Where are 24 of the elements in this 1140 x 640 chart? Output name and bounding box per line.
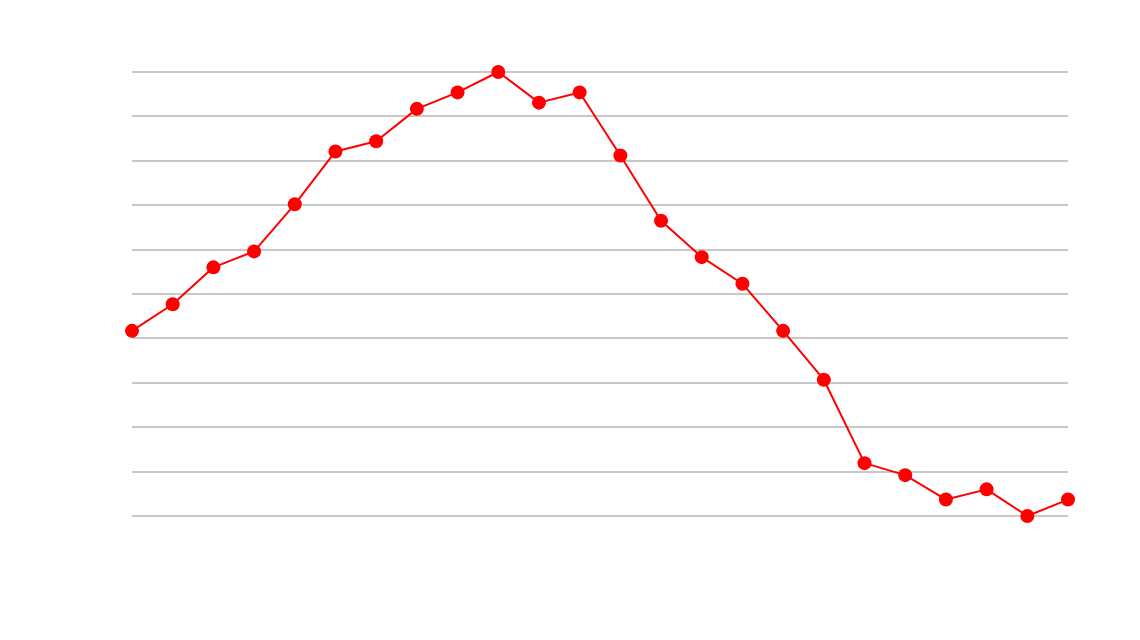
point (613, 148, 628, 163)
point (450, 85, 465, 100)
point (328, 144, 343, 159)
point (654, 213, 669, 228)
point (776, 323, 791, 338)
point (409, 101, 424, 116)
point (491, 65, 506, 79)
point (165, 297, 180, 312)
point (287, 197, 302, 212)
point (572, 85, 587, 100)
point (735, 276, 750, 291)
point (857, 456, 872, 471)
point (979, 482, 994, 497)
point (206, 260, 221, 275)
point (898, 468, 913, 483)
point (1020, 509, 1035, 523)
point (694, 250, 709, 265)
point (369, 134, 384, 149)
point (531, 95, 546, 110)
point (125, 323, 139, 338)
point (1061, 492, 1075, 507)
point (247, 244, 262, 259)
point (816, 372, 831, 387)
point (938, 492, 953, 507)
